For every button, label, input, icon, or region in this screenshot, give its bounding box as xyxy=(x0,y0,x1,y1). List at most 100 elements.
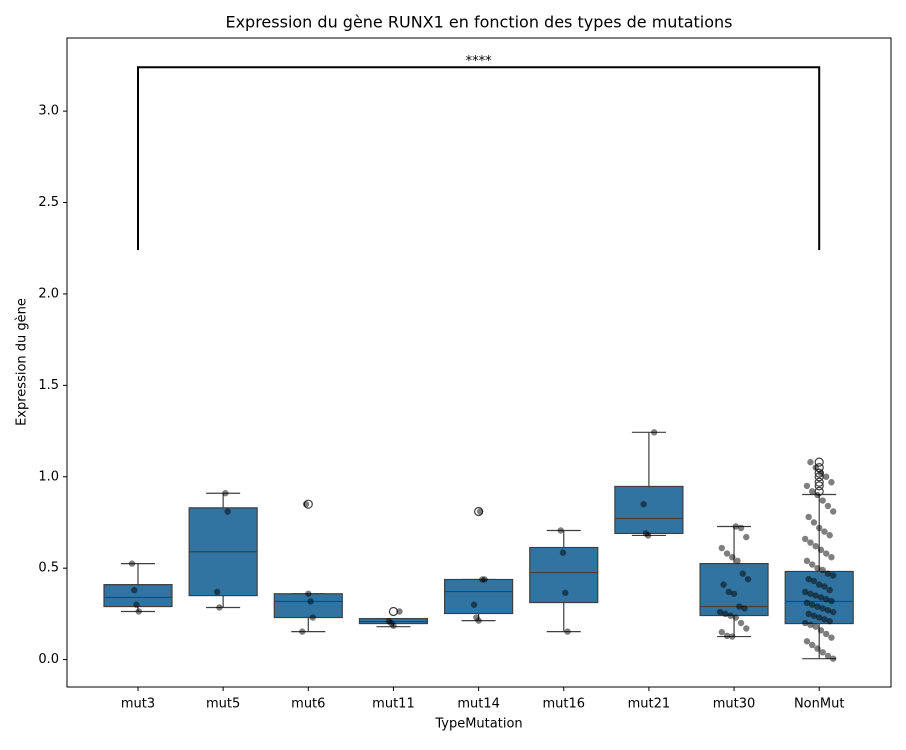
x-tick-label: mut3 xyxy=(121,697,155,712)
data-point xyxy=(216,604,223,611)
data-point xyxy=(720,581,727,588)
data-point xyxy=(826,617,833,625)
data-point xyxy=(812,543,819,550)
data-point xyxy=(812,592,819,599)
data-point xyxy=(805,575,812,583)
data-point xyxy=(309,614,316,621)
data-point xyxy=(830,655,837,662)
data-point xyxy=(650,429,658,436)
y-tick-label: 0.0 xyxy=(38,652,59,667)
data-point xyxy=(305,590,312,597)
data-point xyxy=(814,491,821,499)
x-tick-label: mut30 xyxy=(713,697,756,712)
data-point xyxy=(823,630,830,638)
data-point xyxy=(743,625,750,632)
data-point xyxy=(809,601,816,608)
data-point xyxy=(730,590,738,597)
data-point xyxy=(817,627,825,634)
data-point xyxy=(830,608,837,616)
x-tick-label: mut21 xyxy=(628,697,671,712)
data-point xyxy=(737,524,745,532)
data-point xyxy=(823,550,830,557)
data-point xyxy=(390,622,397,629)
data-point xyxy=(807,590,814,597)
data-point xyxy=(807,621,814,629)
data-point xyxy=(809,488,816,495)
data-point xyxy=(640,500,647,508)
outlier xyxy=(814,457,824,467)
data-point xyxy=(814,564,821,572)
data-point xyxy=(222,490,229,497)
y-axis-label: Expression du gène xyxy=(15,298,30,426)
x-tick-label: mut16 xyxy=(542,697,585,712)
data-point xyxy=(819,605,826,612)
data-point xyxy=(830,572,837,579)
data-point xyxy=(810,577,818,585)
data-point xyxy=(824,652,832,660)
x-tick-label: mut6 xyxy=(291,697,325,712)
data-point xyxy=(809,641,816,649)
data-point xyxy=(396,608,403,615)
data-point xyxy=(828,634,835,641)
data-point xyxy=(802,588,809,596)
x-tick-label: NonMut xyxy=(794,697,844,712)
data-point xyxy=(302,500,310,508)
box xyxy=(444,578,514,615)
box xyxy=(699,562,769,617)
outlier xyxy=(388,606,399,617)
data-point xyxy=(470,601,478,608)
data-point xyxy=(131,586,138,594)
data-point xyxy=(816,524,823,532)
data-point xyxy=(826,586,833,594)
data-point xyxy=(824,502,832,510)
data-point xyxy=(803,638,811,645)
y-tick-label: 2.0 xyxy=(38,286,59,301)
data-point xyxy=(830,508,837,515)
y-tick-label: 2.5 xyxy=(38,195,59,210)
x-tick-label: mut14 xyxy=(457,697,500,712)
data-point xyxy=(718,544,725,552)
data-point xyxy=(826,532,833,539)
data-point xyxy=(562,589,569,597)
data-point xyxy=(803,482,811,490)
data-point xyxy=(824,607,832,614)
data-point xyxy=(213,588,221,596)
data-point xyxy=(819,566,826,574)
data-point xyxy=(481,576,488,583)
data-point xyxy=(828,554,835,561)
data-point xyxy=(802,535,809,543)
data-point xyxy=(816,581,823,588)
data-point xyxy=(817,546,825,554)
x-axis-label: TypeMutation xyxy=(434,717,522,732)
x-tick-label: mut5 xyxy=(206,697,240,712)
data-point xyxy=(743,533,750,541)
y-tick-label: 1.0 xyxy=(38,469,59,484)
data-point xyxy=(805,610,812,618)
chart-title: Expression du gène RUNX1 en fonction des… xyxy=(225,13,732,32)
data-point xyxy=(725,588,732,596)
y-tick-label: 1.5 xyxy=(38,378,59,393)
data-point xyxy=(727,612,734,619)
data-point xyxy=(807,458,814,466)
data-point xyxy=(805,513,812,521)
data-point xyxy=(737,619,745,627)
data-point xyxy=(475,617,482,624)
data-point xyxy=(809,561,816,568)
data-point xyxy=(821,583,828,590)
data-point xyxy=(559,549,567,556)
data-point xyxy=(739,570,746,577)
data-point xyxy=(821,528,828,535)
data-point xyxy=(736,603,743,610)
data-point xyxy=(729,633,736,640)
data-point xyxy=(307,598,314,605)
data-point xyxy=(812,623,819,630)
data-point xyxy=(803,599,811,607)
data-point xyxy=(722,610,729,618)
outlier xyxy=(814,477,824,487)
data-point xyxy=(723,550,731,557)
outlier xyxy=(814,481,824,491)
data-point xyxy=(802,619,809,627)
data-point xyxy=(819,649,826,656)
data-point xyxy=(819,497,826,504)
